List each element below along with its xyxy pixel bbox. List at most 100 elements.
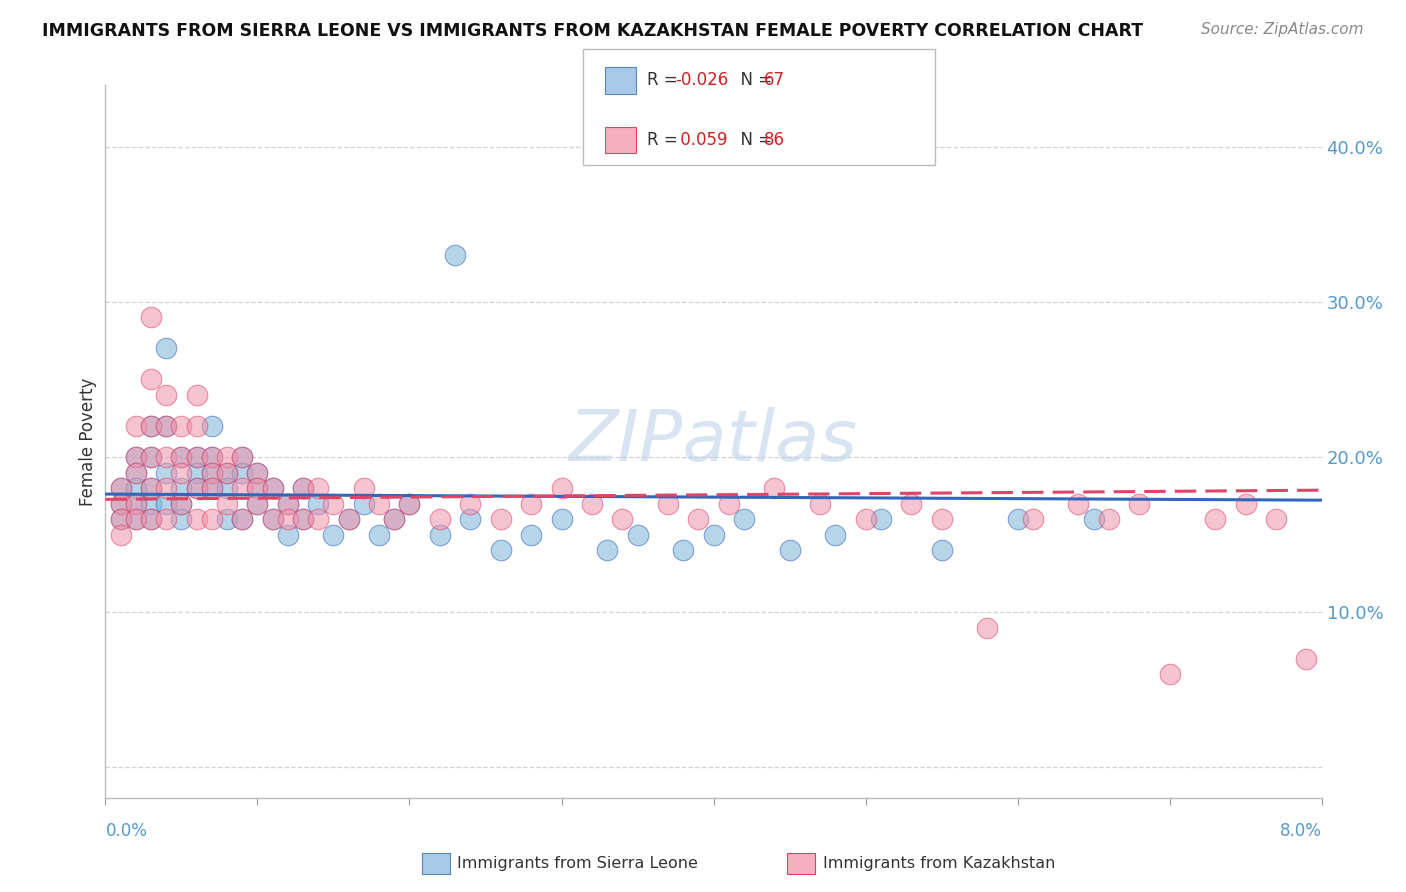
Point bbox=[125, 512, 148, 526]
Point bbox=[139, 512, 162, 526]
Point bbox=[520, 497, 543, 511]
Text: Immigrants from Sierra Leone: Immigrants from Sierra Leone bbox=[457, 856, 697, 871]
Y-axis label: Female Poverty: Female Poverty bbox=[79, 377, 97, 506]
Point bbox=[429, 512, 451, 526]
Point bbox=[110, 481, 132, 495]
Point bbox=[139, 419, 162, 434]
Point bbox=[262, 481, 284, 495]
Point bbox=[170, 497, 193, 511]
Point bbox=[520, 527, 543, 541]
Point bbox=[155, 466, 177, 480]
Point bbox=[581, 497, 603, 511]
Point bbox=[612, 512, 634, 526]
Point bbox=[139, 310, 162, 325]
Point bbox=[808, 497, 831, 511]
Point bbox=[1083, 512, 1105, 526]
Text: 8.0%: 8.0% bbox=[1279, 822, 1322, 840]
Point bbox=[246, 497, 269, 511]
Point bbox=[155, 450, 177, 464]
Point bbox=[139, 450, 162, 464]
Point bbox=[931, 543, 953, 558]
Point bbox=[1386, 667, 1406, 681]
Point bbox=[110, 512, 132, 526]
Point bbox=[139, 481, 162, 495]
Text: 67: 67 bbox=[763, 71, 785, 89]
Point bbox=[292, 512, 315, 526]
Point bbox=[931, 512, 953, 526]
Point bbox=[125, 497, 148, 511]
Point bbox=[277, 512, 299, 526]
Point bbox=[702, 527, 725, 541]
Point bbox=[672, 543, 695, 558]
Point bbox=[307, 497, 329, 511]
Point bbox=[550, 512, 572, 526]
Point bbox=[246, 466, 269, 480]
Point bbox=[110, 481, 132, 495]
Point bbox=[139, 481, 162, 495]
Point bbox=[125, 512, 148, 526]
Point bbox=[201, 450, 224, 464]
Point bbox=[353, 481, 375, 495]
Point bbox=[139, 372, 162, 386]
Point bbox=[170, 481, 193, 495]
Point bbox=[139, 419, 162, 434]
Point bbox=[125, 419, 148, 434]
Text: -0.026: -0.026 bbox=[675, 71, 728, 89]
Point bbox=[155, 481, 177, 495]
Point bbox=[1098, 512, 1121, 526]
Point bbox=[688, 512, 710, 526]
Point bbox=[155, 419, 177, 434]
Point bbox=[155, 342, 177, 356]
Point bbox=[139, 497, 162, 511]
Point bbox=[596, 543, 619, 558]
Point bbox=[398, 497, 420, 511]
Point bbox=[125, 450, 148, 464]
Point bbox=[444, 248, 467, 262]
Point bbox=[976, 621, 998, 635]
Point bbox=[201, 419, 224, 434]
Point bbox=[186, 512, 208, 526]
Point bbox=[779, 543, 801, 558]
Text: 86: 86 bbox=[763, 131, 785, 149]
Point bbox=[217, 466, 239, 480]
Point bbox=[155, 512, 177, 526]
Point bbox=[139, 450, 162, 464]
Point bbox=[201, 450, 224, 464]
Point bbox=[824, 527, 846, 541]
Point bbox=[277, 527, 299, 541]
Text: N =: N = bbox=[730, 131, 778, 149]
Point bbox=[292, 481, 315, 495]
Point bbox=[186, 481, 208, 495]
Point bbox=[155, 419, 177, 434]
Point bbox=[1067, 497, 1090, 511]
Point bbox=[1159, 667, 1181, 681]
Point bbox=[217, 512, 239, 526]
Point bbox=[322, 497, 344, 511]
Point bbox=[337, 512, 360, 526]
Point bbox=[125, 450, 148, 464]
Point bbox=[277, 497, 299, 511]
Point bbox=[155, 388, 177, 402]
Point bbox=[717, 497, 740, 511]
Point bbox=[217, 497, 239, 511]
Point bbox=[382, 512, 405, 526]
Point bbox=[201, 466, 224, 480]
Point bbox=[186, 419, 208, 434]
Point bbox=[246, 466, 269, 480]
Point bbox=[110, 497, 132, 511]
Point bbox=[489, 543, 512, 558]
Point bbox=[231, 512, 253, 526]
Point bbox=[1265, 512, 1288, 526]
Point bbox=[763, 481, 786, 495]
Point bbox=[262, 481, 284, 495]
Point bbox=[292, 481, 315, 495]
Point bbox=[170, 450, 193, 464]
Point bbox=[1204, 512, 1226, 526]
Point bbox=[626, 527, 648, 541]
Point bbox=[231, 450, 253, 464]
Point bbox=[262, 512, 284, 526]
Point bbox=[186, 466, 208, 480]
Point bbox=[1326, 512, 1348, 526]
Point bbox=[900, 497, 922, 511]
Point bbox=[855, 512, 877, 526]
